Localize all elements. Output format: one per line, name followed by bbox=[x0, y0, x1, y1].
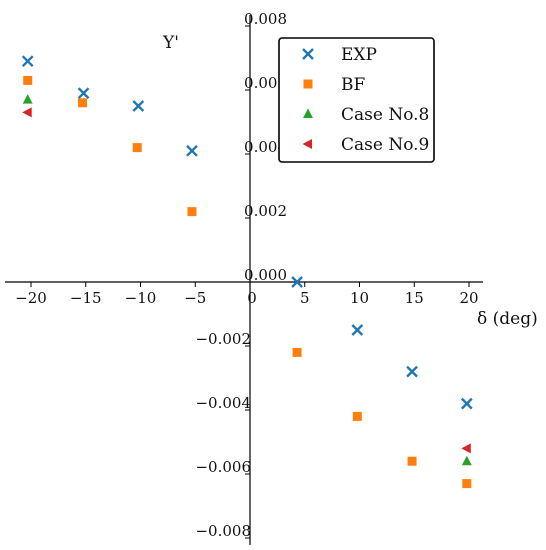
point-bf bbox=[132, 143, 142, 153]
marker-stroke bbox=[291, 276, 303, 288]
point-case-no-8 bbox=[22, 94, 33, 104]
legend-label-case-no-8: Case No.8 bbox=[341, 105, 429, 125]
x-tick-label: 5 bbox=[300, 289, 310, 307]
point-bf bbox=[292, 347, 302, 357]
point-bf bbox=[462, 479, 472, 489]
point-case-no-9 bbox=[22, 107, 32, 118]
point-bf bbox=[187, 207, 197, 217]
legend-entry-bf: BF bbox=[303, 75, 365, 95]
y-tick-label: −0.002 bbox=[195, 330, 251, 348]
point-exp bbox=[186, 144, 198, 157]
point-case-no-8 bbox=[461, 455, 472, 466]
point-bf bbox=[77, 98, 87, 108]
x-tick-label: −15 bbox=[70, 289, 102, 307]
y-axis-label: Y' bbox=[162, 33, 179, 53]
legend-label-exp: EXP bbox=[341, 45, 377, 65]
marker-stroke bbox=[406, 365, 418, 378]
y-tick-label: −0.008 bbox=[195, 522, 251, 540]
y-tick-label: 0.002 bbox=[244, 202, 287, 220]
x-tick-label: −5 bbox=[184, 289, 206, 307]
tick-marks bbox=[30, 25, 470, 539]
legend-box bbox=[278, 37, 435, 163]
legend-entry-case-no-9: Case No.9 bbox=[302, 135, 429, 155]
axes bbox=[5, 15, 483, 545]
marker-stroke bbox=[302, 48, 314, 60]
point-bf bbox=[23, 75, 33, 85]
y-tick-label: 0.008 bbox=[244, 10, 287, 28]
point-case-no-9 bbox=[461, 443, 471, 454]
point-exp bbox=[77, 87, 90, 100]
legend-label-case-no-9: Case No.9 bbox=[341, 135, 429, 155]
legend: EXP BF Case No.8 Case No.9 bbox=[278, 37, 435, 163]
legend-entry-exp: EXP bbox=[302, 45, 377, 65]
legend-marker-case-no-8 bbox=[303, 108, 313, 118]
legend-entry-case-no-8: Case No.8 bbox=[303, 105, 429, 125]
marker-stroke bbox=[132, 100, 145, 112]
point-bf bbox=[352, 411, 362, 421]
y-tick-label: 0.000 bbox=[244, 266, 287, 284]
tick-labels: −20 −15 −10 −5 0 5 10 15 20 0.008 0.006 0.004 0.002 0… bbox=[15, 10, 478, 540]
x-tick-label: 15 bbox=[405, 289, 424, 307]
point-exp bbox=[351, 324, 364, 336]
legend-marker-bf bbox=[303, 79, 313, 89]
marker-stroke bbox=[77, 87, 90, 100]
x-tick-label: −10 bbox=[125, 289, 157, 307]
x-tick-label: 0 bbox=[247, 289, 257, 307]
point-exp bbox=[460, 397, 473, 410]
x-tick-label: 20 bbox=[459, 289, 478, 307]
y-tick-label: 0.004 bbox=[244, 138, 287, 156]
legend-marker-case-no-9 bbox=[302, 139, 312, 149]
y-tick-label: −0.006 bbox=[195, 458, 251, 476]
point-exp bbox=[291, 276, 303, 288]
marker-stroke bbox=[21, 55, 34, 68]
data-points bbox=[21, 55, 473, 489]
legend-label-bf: BF bbox=[341, 75, 365, 95]
x-tick-label: 10 bbox=[350, 289, 369, 307]
point-exp bbox=[132, 100, 145, 112]
marker-stroke bbox=[351, 324, 364, 336]
point-bf bbox=[407, 456, 417, 466]
legend-marker-exp bbox=[302, 48, 314, 60]
y-tick-label: −0.004 bbox=[195, 394, 251, 412]
marker-stroke bbox=[186, 144, 198, 157]
point-exp bbox=[406, 365, 418, 378]
x-axis-label: δ (deg) bbox=[477, 309, 538, 329]
marker-stroke bbox=[460, 397, 473, 410]
point-exp bbox=[21, 55, 34, 68]
y-tick-label: 0.006 bbox=[244, 74, 287, 92]
x-tick-label: −20 bbox=[15, 289, 47, 307]
legend-entries: EXP BF Case No.8 Case No.9 bbox=[302, 45, 429, 155]
